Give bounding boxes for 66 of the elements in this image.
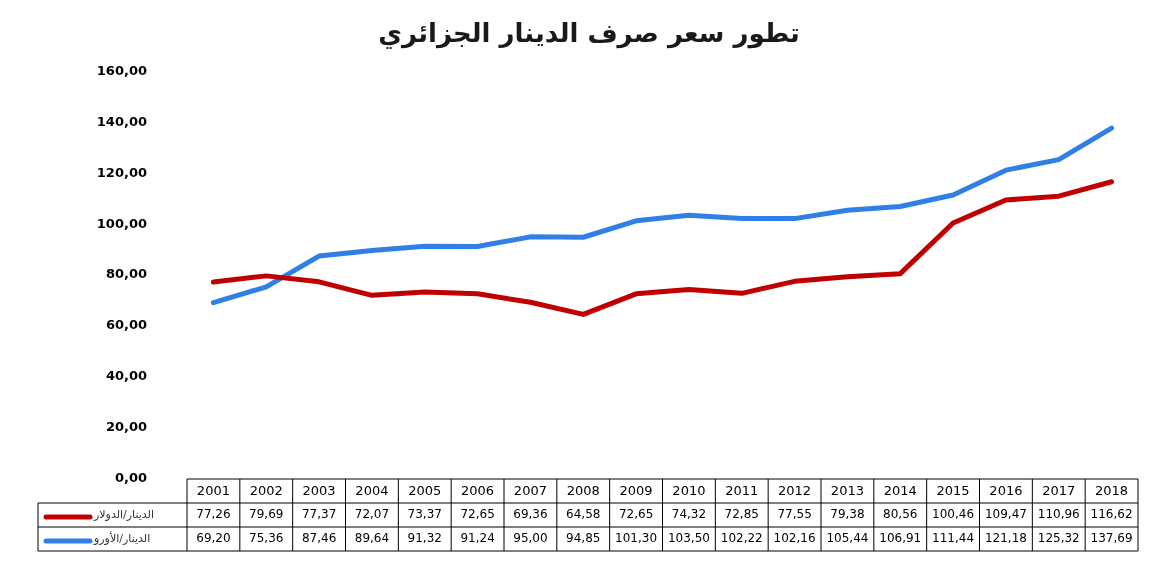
data-label: 74,32 [671,507,707,522]
legend-label: الدينار/الأورو [93,530,151,545]
data-label: 64,58 [566,507,601,522]
data-label: 69,20 [196,531,231,546]
data-label: 89,64 [354,531,390,546]
data-label: 105,44 [826,531,869,546]
data-label: 72,85 [724,507,759,522]
y-tick-label: 120,00 [96,164,147,180]
data-label: 87,46 [301,531,337,546]
x-tick-label: 2008 [566,483,600,499]
data-label: 77,26 [196,507,231,522]
data-label: 116,62 [1090,507,1133,522]
data-label: 121,18 [984,531,1027,546]
data-label: 91,24 [460,531,495,546]
x-tick-label: 2009 [619,483,653,499]
data-label: 100,46 [932,507,975,522]
data-label: 95,00 [513,531,548,546]
data-label: 72,65 [460,507,495,522]
x-tick-label: 2011 [725,483,759,499]
x-tick-label: 2016 [989,483,1023,499]
data-label: 111,44 [932,531,975,546]
data-label: 79,69 [249,507,284,522]
chart-title: تطور سعر صرف الدينار الجزائري [378,18,800,50]
data-label: 102,22 [720,531,763,546]
x-tick-label: 2006 [461,483,495,499]
y-tick-label: 100,00 [96,215,147,231]
data-label: 75,36 [249,531,284,546]
data-label: 125,32 [1037,531,1080,546]
data-label: 103,50 [667,531,710,546]
legend-label: الدينار/الدولار [93,507,155,521]
y-tick-label: 80,00 [105,266,147,282]
x-tick-label: 2012 [778,483,812,499]
data-label: 73,37 [407,507,442,522]
data-label: 102,16 [773,531,816,546]
x-tick-label: 2004 [355,483,389,499]
y-tick-label: 160,00 [96,62,147,78]
x-tick-label: 2014 [883,483,917,499]
x-tick-label: 2007 [513,483,547,499]
data-label: 80,56 [883,507,918,522]
data-label: 91,32 [407,531,442,546]
data-label: 101,30 [615,531,658,546]
x-tick-label: 2015 [936,483,970,499]
x-tick-label: 2013 [830,483,864,499]
data-label: 72,65 [618,507,654,522]
x-tick-label: 2018 [1095,483,1129,499]
data-label: 106,91 [879,531,922,546]
data-label: 109,47 [984,507,1027,522]
y-tick-label: 0,00 [114,470,147,486]
data-label: 94,85 [566,531,601,546]
data-label: 137,69 [1090,531,1133,546]
x-tick-label: 2003 [302,483,336,499]
y-tick-label: 40,00 [105,368,147,384]
x-tick-label: 2010 [672,483,706,499]
y-tick-label: 140,00 [96,113,147,129]
y-tick-label: 20,00 [105,419,147,435]
data-label: 77,37 [301,507,337,522]
data-label: 72,07 [354,507,390,522]
data-label: 77,55 [777,507,812,522]
data-label: 69,36 [513,507,548,522]
x-tick-label: 2017 [1042,483,1076,499]
data-label: 79,38 [830,507,865,522]
x-tick-label: 2002 [249,483,283,499]
x-tick-label: 2001 [196,483,230,499]
data-label: 110,96 [1037,507,1080,522]
y-tick-label: 60,00 [105,317,147,333]
x-tick-label: 2005 [408,483,442,499]
